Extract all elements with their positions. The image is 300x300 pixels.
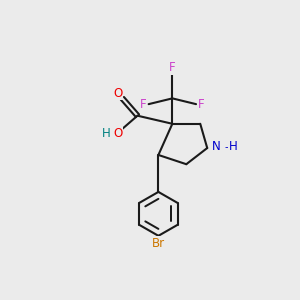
Text: Br: Br [152,237,165,250]
Text: -: - [224,142,228,152]
Text: O: O [113,127,122,140]
Text: F: F [140,98,147,111]
Text: H: H [102,127,110,140]
Text: N: N [212,140,220,153]
Text: F: F [169,61,176,74]
Text: H: H [228,140,237,153]
Text: F: F [198,98,205,111]
Text: O: O [114,87,123,100]
